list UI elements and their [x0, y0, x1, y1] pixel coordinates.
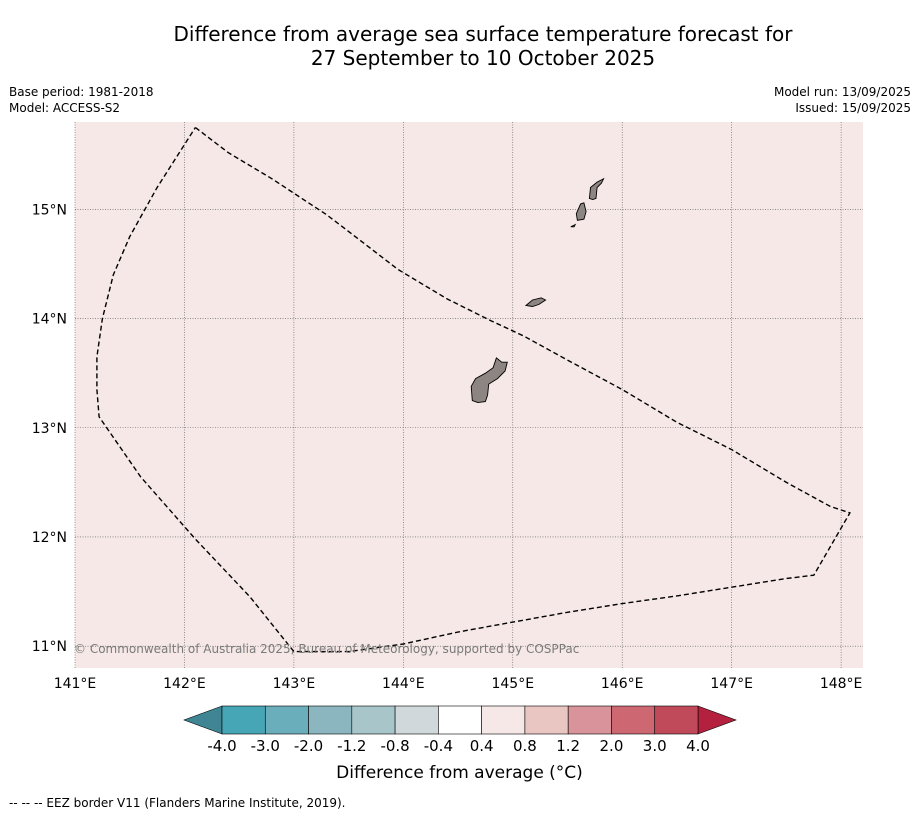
- title-line-2: 27 September to 10 October 2025: [310, 46, 656, 70]
- colorbar-title: Difference from average (°C): [336, 763, 583, 783]
- colorbar-tick-label: 1.2: [556, 737, 580, 755]
- colorbar-tick-label: -3.0: [251, 737, 280, 755]
- colorbar-tick-label: -4.0: [207, 737, 236, 755]
- lon-tick-label: 142°E: [163, 676, 206, 692]
- map-title: Difference from average sea surface temp…: [60, 22, 906, 70]
- title-line-1: Difference from average sea surface temp…: [173, 22, 793, 46]
- footnote: -- -- -- EEZ border V11 (Flanders Marine…: [9, 796, 346, 810]
- colorbar-tick-label: -1.2: [337, 737, 366, 755]
- colorbar-tick-label: 0.4: [470, 737, 494, 755]
- island-aguijan: [570, 223, 577, 228]
- colorbar-tick-label: -0.8: [380, 737, 409, 755]
- colorbar-segment: [394, 705, 439, 735]
- issued-date: Issued: 15/09/2025: [795, 101, 911, 115]
- lon-tick-label: 144°E: [382, 676, 425, 692]
- colorbar-tick-label: 2.0: [600, 737, 624, 755]
- model-name: Model: ACCESS-S2: [9, 101, 121, 115]
- lat-tick-label: 13°N: [32, 421, 67, 437]
- colorbar-segment: [438, 705, 482, 735]
- colorbar-segment: [654, 705, 699, 735]
- island-tinian: [575, 202, 587, 221]
- colorbar-segment: [481, 705, 526, 735]
- lon-tick-label: 143°E: [273, 676, 316, 692]
- lon-tick-label: 145°E: [491, 676, 534, 692]
- meta-left: Base period: 1981-2018 Model: ACCESS-S2: [9, 84, 154, 116]
- island-saipan: [588, 177, 605, 200]
- colorbar-segment: [524, 705, 569, 735]
- colorbar-segment: [264, 705, 309, 735]
- colorbar-tick-label: 0.8: [513, 737, 537, 755]
- lon-tick-label: 146°E: [601, 676, 644, 692]
- lat-tick-label: 14°N: [32, 312, 67, 328]
- colorbar-tick-label: 4.0: [686, 737, 710, 755]
- model-run: Model run: 13/09/2025: [773, 85, 911, 99]
- colorbar-tick-label: -2.0: [294, 737, 323, 755]
- eez-border: [96, 126, 851, 653]
- colorbar-segment: [567, 705, 612, 735]
- island-rota: [524, 297, 547, 307]
- lon-tick-label: 141°E: [54, 676, 97, 692]
- colorbar-segment: [351, 705, 396, 735]
- map-background: [75, 122, 863, 668]
- meta-right: Model run: 13/09/2025 Issued: 15/09/2025: [774, 84, 911, 116]
- island-guam: [470, 357, 508, 404]
- colorbar-tick-label: 3.0: [643, 737, 667, 755]
- lat-tick-label: 15°N: [32, 202, 67, 218]
- colorbar-tick-label: -0.4: [424, 737, 453, 755]
- colorbar-extend-low: [183, 705, 223, 735]
- lon-tick-label: 147°E: [710, 676, 753, 692]
- colorbar-extend-high: [697, 705, 737, 735]
- colorbar-segment: [308, 705, 353, 735]
- lat-tick-label: 11°N: [32, 639, 67, 655]
- lon-tick-label: 148°E: [820, 676, 863, 692]
- colorbar-segment: [611, 705, 656, 735]
- copyright-text: © Commonwealth of Australia 2025, Bureau…: [74, 642, 579, 656]
- lat-tick-label: 12°N: [32, 530, 67, 546]
- colorbar-segment: [221, 705, 266, 735]
- base-period: Base period: 1981-2018: [9, 85, 154, 99]
